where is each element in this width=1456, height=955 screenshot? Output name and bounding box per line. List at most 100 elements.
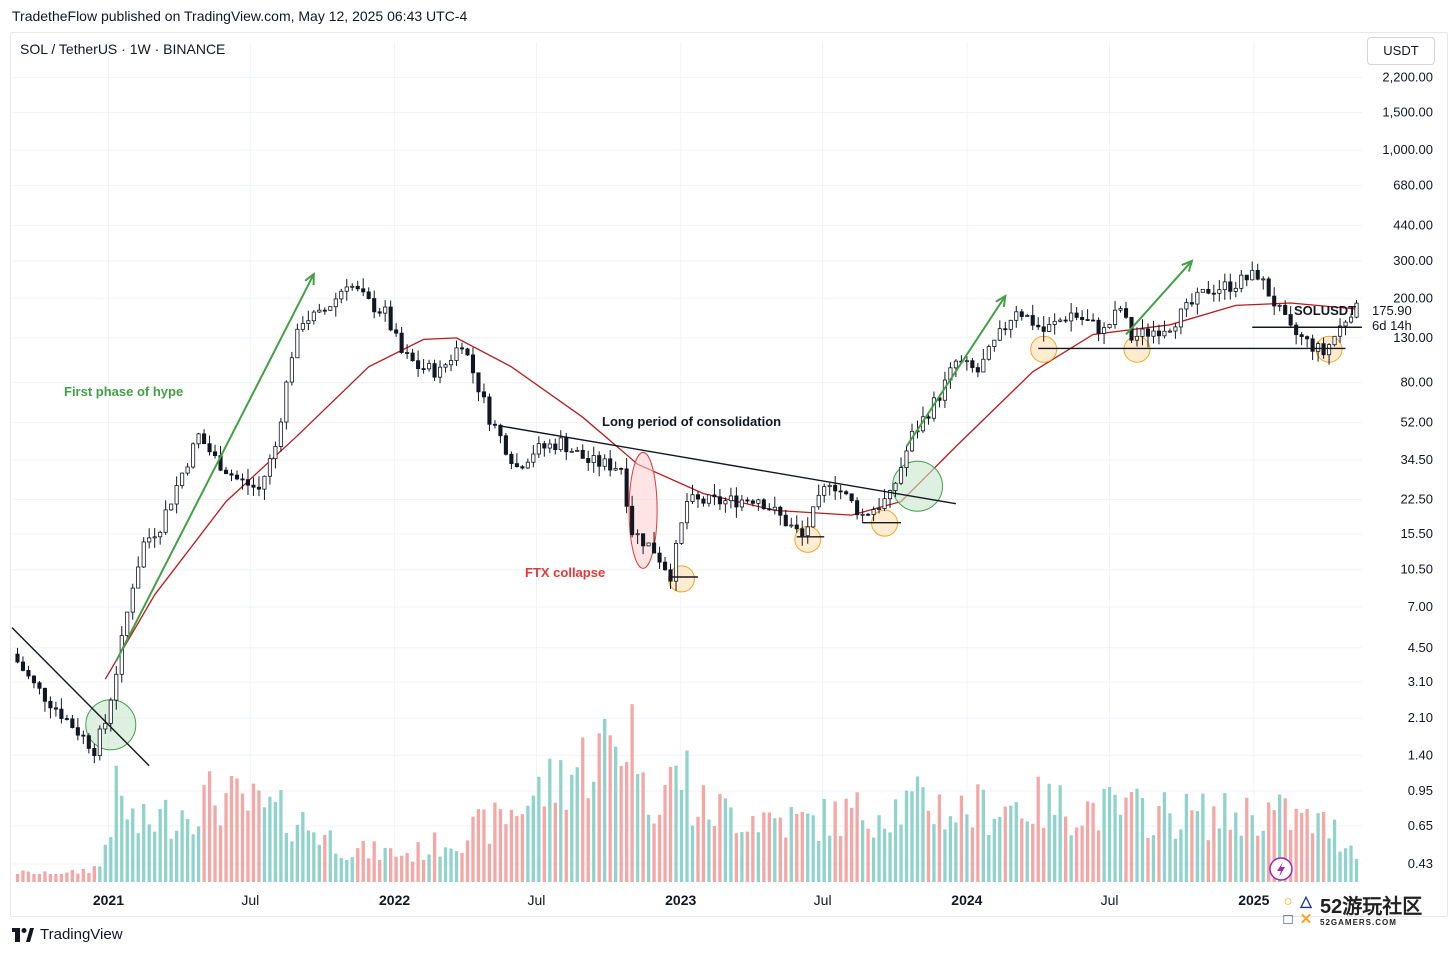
- candle-body: [229, 473, 234, 476]
- candle-body: [844, 491, 849, 495]
- candle-body: [1255, 269, 1260, 280]
- volume-bar: [564, 809, 568, 882]
- candle-body: [1288, 314, 1293, 326]
- candle-body: [459, 347, 465, 350]
- candle-body: [416, 360, 421, 370]
- volume-bar: [1305, 809, 1309, 882]
- chart-panel[interactable]: [10, 32, 1448, 917]
- tradingview-logo[interactable]: TradingView: [12, 926, 123, 943]
- candle-body: [739, 499, 744, 508]
- volume-bar: [1245, 797, 1249, 882]
- volume-bar: [399, 855, 404, 882]
- volume-bar: [202, 784, 206, 882]
- volume-bar: [1321, 812, 1326, 882]
- candle-body: [1233, 287, 1238, 292]
- volume-bar: [1261, 830, 1265, 882]
- hype-arrow-head: [304, 272, 315, 286]
- candle-body: [1058, 319, 1063, 322]
- volume-bar: [1272, 810, 1276, 882]
- candle-body: [328, 306, 333, 311]
- candle-body: [152, 536, 157, 539]
- candle-body: [81, 734, 86, 737]
- volume-bar: [1283, 798, 1287, 882]
- candle-body: [15, 653, 20, 663]
- candle-body: [185, 466, 190, 474]
- volume-bar: [701, 785, 706, 882]
- candle-body: [1211, 292, 1216, 295]
- candle-body: [1019, 311, 1024, 317]
- volume-bar: [1212, 806, 1216, 882]
- volume-bar: [1267, 802, 1271, 882]
- candle-body: [547, 443, 552, 449]
- volume-bar: [465, 840, 470, 882]
- currency-button[interactable]: USDT: [1367, 37, 1435, 65]
- hype-arrow: [115, 273, 315, 662]
- volume-bar: [1206, 840, 1210, 882]
- candle-body: [849, 493, 854, 502]
- candle-body: [1091, 319, 1096, 322]
- volume-bar: [70, 869, 75, 882]
- volume-bar: [378, 859, 382, 882]
- candle-body: [778, 506, 783, 516]
- volume-bar: [1228, 829, 1232, 882]
- candle-body: [470, 354, 476, 374]
- volume-bar: [926, 810, 931, 882]
- volume-bar: [191, 834, 195, 882]
- candle-body: [717, 496, 722, 505]
- volume-bar: [174, 830, 179, 882]
- volume-bar: [1140, 797, 1145, 882]
- candle-body: [514, 463, 519, 468]
- volume-bar: [515, 816, 519, 882]
- volume-bar: [696, 816, 700, 882]
- candle-body: [1145, 328, 1151, 337]
- candle-body: [888, 490, 893, 500]
- candle-body: [882, 498, 887, 509]
- candle-body: [1173, 326, 1178, 332]
- candle-body: [1096, 319, 1101, 334]
- volume-bar: [268, 796, 272, 882]
- volume-bar: [207, 771, 212, 882]
- candle-body: [350, 285, 355, 288]
- candle-body: [1014, 311, 1019, 321]
- volume-bar: [443, 847, 448, 882]
- volume-bar: [1190, 810, 1194, 882]
- x-tick-label: 2025: [1238, 892, 1269, 908]
- volume-bar: [218, 825, 223, 882]
- second-rally-arrow-head: [1181, 259, 1194, 272]
- volume-bar: [372, 841, 376, 882]
- volume-bar: [597, 733, 601, 882]
- candle-body: [289, 357, 294, 383]
- candle-body: [663, 561, 668, 571]
- volume-bar: [1332, 819, 1337, 882]
- volume-bar: [460, 852, 464, 882]
- candle-body: [657, 552, 662, 563]
- candle-body: [1354, 302, 1359, 318]
- volume-bar: [1299, 812, 1304, 882]
- volume-bar: [87, 873, 91, 882]
- volume-bar: [416, 842, 420, 882]
- volume-bar: [1085, 801, 1090, 882]
- volume-bar: [729, 807, 733, 882]
- volume-bar: [1310, 833, 1315, 882]
- volume-bar: [48, 874, 53, 882]
- volume-bar: [1256, 835, 1260, 882]
- candle-body: [553, 443, 558, 451]
- tradingview-icon: [12, 927, 34, 942]
- y-tick-label: 80.00: [1400, 375, 1433, 390]
- candle-body: [509, 453, 514, 465]
- candle-body: [70, 718, 75, 729]
- volume-bar: [421, 859, 426, 882]
- volume-bar: [1036, 776, 1040, 882]
- volume-bar: [685, 750, 689, 882]
- candle-body: [866, 513, 871, 516]
- candle-body: [1310, 338, 1315, 352]
- volume-bar: [575, 767, 579, 882]
- symbol-price-label: SOLUSDT: [1294, 303, 1356, 318]
- volume-bar: [959, 795, 964, 882]
- y-tick-label: 300.00: [1393, 253, 1433, 268]
- consolidation-trendline: [500, 425, 957, 505]
- volume-bar: [1201, 793, 1205, 882]
- volume-bar: [817, 840, 821, 882]
- volume-bar: [229, 775, 234, 882]
